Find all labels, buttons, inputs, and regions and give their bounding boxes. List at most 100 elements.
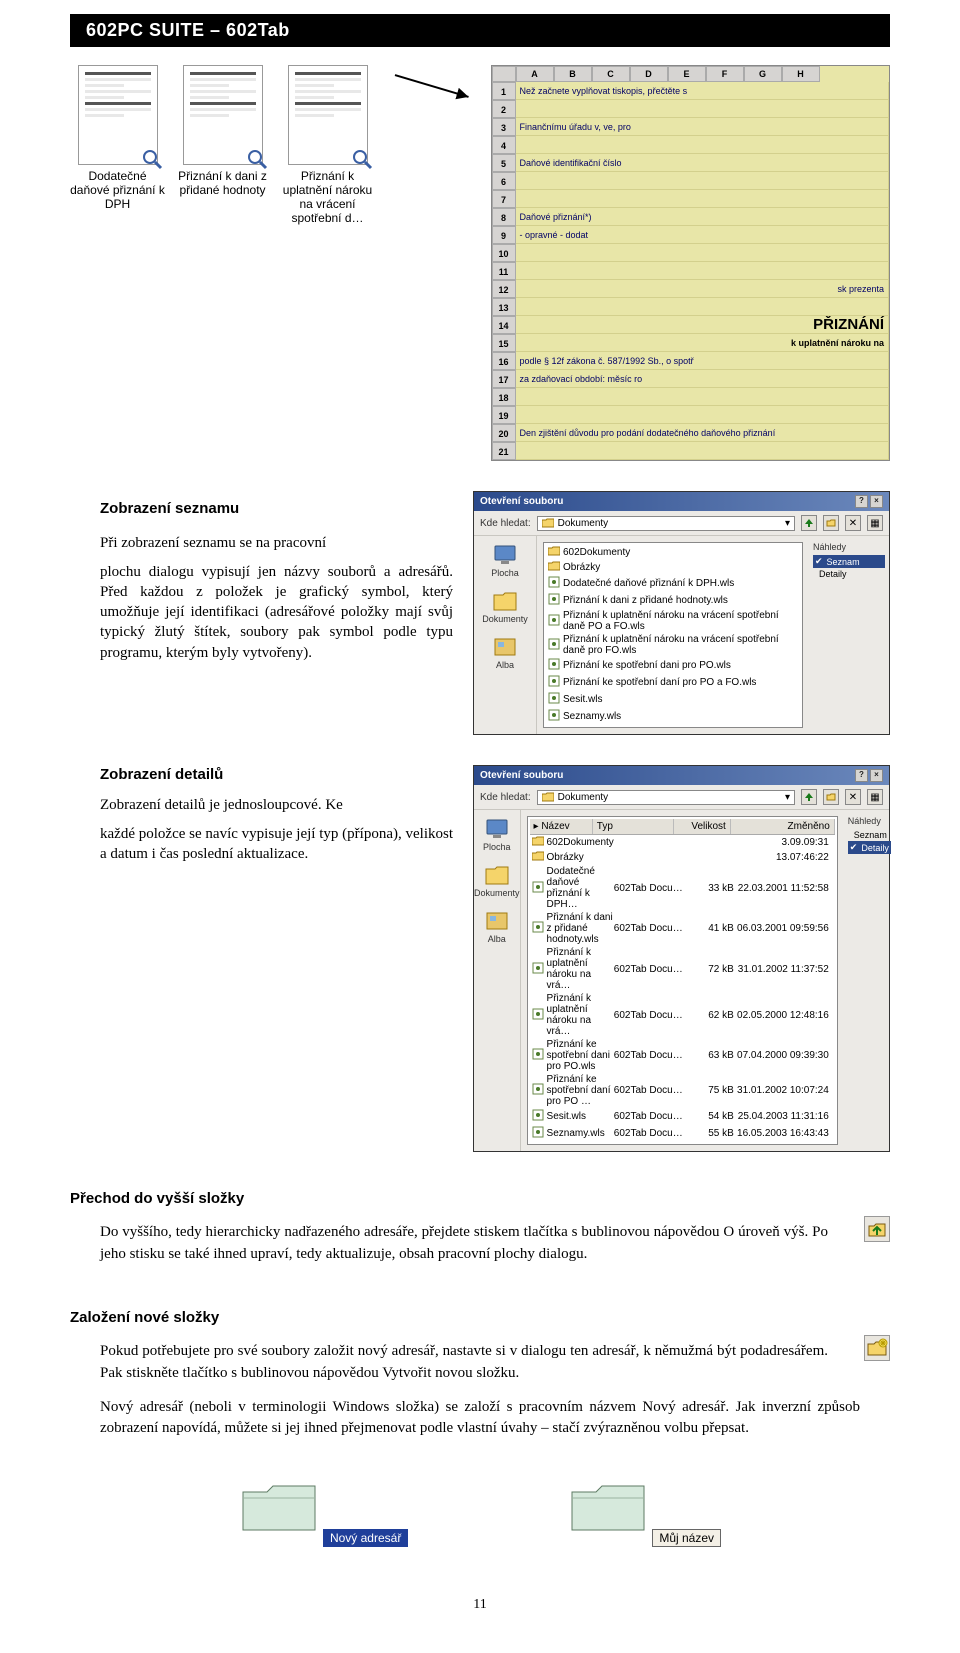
document-template-icon[interactable]: Dodatečné daňové přiznání k DPH xyxy=(70,65,165,225)
new-folder-button[interactable] xyxy=(823,789,839,805)
place-label: Alba xyxy=(488,934,506,944)
file-icon xyxy=(548,614,560,629)
view-pane: Náhledy ✔ Seznam Detaily xyxy=(809,536,889,734)
file-row[interactable]: Dodatečné daňové přiznání k DPH.wls xyxy=(546,575,800,592)
file-row[interactable]: Přiznání k uplatnění nároku na vrácení s… xyxy=(546,633,800,657)
file-icon xyxy=(532,921,544,936)
sidebar-place-item[interactable]: Alba xyxy=(490,634,520,670)
page-number: 11 xyxy=(70,1597,890,1613)
sidebar-place-item[interactable]: Alba xyxy=(482,908,512,944)
file-row[interactable]: Seznamy.wls xyxy=(546,708,800,725)
view-option[interactable]: ✔ Seznam xyxy=(813,555,885,568)
place-icon xyxy=(490,634,520,660)
delete-button[interactable]: ✕ xyxy=(845,789,861,805)
file-icon xyxy=(532,1126,544,1141)
folder-icon xyxy=(532,836,544,849)
file-name: Přiznání ke spotřební daní pro PO a FO.w… xyxy=(563,677,756,688)
delete-button[interactable]: ✕ xyxy=(845,515,861,531)
section-zobrazeni-detailu: Zobrazení detailů Zobrazení detailů je j… xyxy=(70,765,890,1152)
view-option[interactable]: ✔ Detaily xyxy=(848,841,891,854)
arrow-icon xyxy=(393,65,473,105)
file-name: Seznamy.wls xyxy=(563,711,621,722)
file-size: 54 kB xyxy=(686,1111,734,1122)
file-icon xyxy=(548,675,560,690)
file-size: 63 kB xyxy=(686,1050,734,1061)
file-row[interactable]: 602Dokumenty 3.09.09:31 xyxy=(530,835,835,850)
section-title: Zobrazení seznamu xyxy=(100,499,453,519)
up-button[interactable] xyxy=(801,789,817,805)
file-row[interactable]: Obrázky 13.07:46:22 xyxy=(530,850,835,865)
file-row[interactable]: Přiznání ke spotřební dani pro PO.wls 60… xyxy=(530,1038,835,1073)
file-row[interactable]: Přiznání ke spotřební daní pro PO … 602T… xyxy=(530,1073,835,1108)
view-button[interactable]: ▦ xyxy=(867,515,883,531)
close-button[interactable]: × xyxy=(870,769,883,782)
new-folder-button[interactable] xyxy=(823,515,839,531)
file-type: 602Tab Docu… xyxy=(614,1010,686,1021)
para: plochu dialogu vypisují jen názvy soubor… xyxy=(100,562,453,663)
file-row[interactable]: Sesit.wls 602Tab Docu… 54 kB 25.04.2003 … xyxy=(530,1108,835,1125)
view-option[interactable]: Detaily xyxy=(813,568,885,580)
file-row[interactable]: Přiznání k uplatnění nároku na vrá… 602T… xyxy=(530,946,835,992)
folder-label[interactable]: Můj název xyxy=(652,1529,721,1547)
file-row[interactable]: Přiznání k uplatnění nároku na vrácení s… xyxy=(546,609,800,633)
file-list[interactable]: 602Dokumenty Obrázky Dodatečné daňové př… xyxy=(543,542,803,728)
file-row[interactable]: Přiznání k dani z přidané hodnoty.wls xyxy=(546,592,800,609)
page-body: Dodatečné daňové přiznání k DPH Přiznání… xyxy=(70,65,890,1613)
section-title: Přechod do vyšší složky xyxy=(70,1188,860,1210)
sidebar-place-item[interactable]: Dokumenty xyxy=(474,862,520,898)
file-row[interactable]: Přiznání k dani z přidané hodnoty.wls 60… xyxy=(530,911,835,946)
document-template-icon[interactable]: Přiznání k uplatnění nároku na vrácení s… xyxy=(280,65,375,225)
place-label: Dokumenty xyxy=(474,888,520,898)
new-folder-icon xyxy=(864,1335,890,1361)
file-name: 602Dokumenty xyxy=(547,837,614,848)
file-name: Dodatečné daňové přiznání k DPH… xyxy=(547,866,614,910)
dialog-title: Otevření souboru xyxy=(480,770,563,781)
icon-caption: Přiznání k dani z přidané hodnoty xyxy=(175,169,270,197)
file-row[interactable]: Přiznání ke spotřební daní pro PO a FO.w… xyxy=(546,674,800,691)
place-label: Plocha xyxy=(491,568,519,578)
folder-label[interactable]: Nový adresář xyxy=(323,1529,408,1547)
file-list[interactable]: ▸ NázevTyp VelikostZměněno 602Dokumenty … xyxy=(527,816,838,1145)
file-name: Sesit.wls xyxy=(563,694,602,705)
dialog-sidebar: Plocha Dokumenty Alba xyxy=(474,536,537,734)
file-icon xyxy=(548,692,560,707)
file-icon xyxy=(548,593,560,608)
file-row[interactable]: Seznamy.wls 602Tab Docu… 55 kB 16.05.200… xyxy=(530,1125,835,1142)
file-name: Obrázky xyxy=(563,562,600,573)
file-row[interactable]: Přiznání ke spotřební dani pro PO.wls xyxy=(546,657,800,674)
lookin-combo[interactable]: Dokumenty▾ xyxy=(537,516,795,531)
document-template-icon[interactable]: Přiznání k dani z přidané hodnoty xyxy=(175,65,270,225)
sidebar-place-item[interactable]: Dokumenty xyxy=(482,588,528,624)
folder-examples: Nový adresář Můj název xyxy=(70,1480,890,1547)
file-date: 3.09.09:31 xyxy=(734,837,833,848)
file-name: Přiznání k uplatnění nároku na vrá… xyxy=(547,947,614,991)
file-row[interactable]: 602Dokumenty xyxy=(546,545,800,560)
lookin-combo[interactable]: Dokumenty▾ xyxy=(537,790,795,805)
file-type: 602Tab Docu… xyxy=(614,1050,686,1061)
place-icon xyxy=(482,816,512,842)
file-row[interactable]: Obrázky xyxy=(546,560,800,575)
view-option[interactable]: Seznam xyxy=(848,829,891,841)
check-icon: ✔ xyxy=(815,556,823,567)
sidebar-place-item[interactable]: Plocha xyxy=(490,542,520,578)
help-button[interactable]: ? xyxy=(855,495,868,508)
close-button[interactable]: × xyxy=(870,495,883,508)
section-prechod: Přechod do vyšší složky Do vyššího, tedy… xyxy=(70,1188,890,1271)
view-button[interactable]: ▦ xyxy=(867,789,883,805)
para-firstline: Zobrazení detailů je jednosloupcové. Ke xyxy=(100,795,453,815)
up-button[interactable] xyxy=(801,515,817,531)
check-icon: ✔ xyxy=(850,842,858,853)
section-title: Založení nové složky xyxy=(70,1307,860,1329)
icon-caption: Přiznání k uplatnění nároku na vrácení s… xyxy=(280,169,375,225)
file-row[interactable]: Dodatečné daňové přiznání k DPH… 602Tab … xyxy=(530,865,835,911)
file-row[interactable]: Přiznání k uplatnění nároku na vrá… 602T… xyxy=(530,992,835,1038)
file-icon xyxy=(548,576,560,591)
file-date: 06.03.2001 09:59:56 xyxy=(734,923,833,934)
sidebar-place-item[interactable]: Plocha xyxy=(482,816,512,852)
help-button[interactable]: ? xyxy=(855,769,868,782)
file-size: 75 kB xyxy=(686,1085,734,1096)
file-size: 55 kB xyxy=(686,1128,734,1139)
file-row[interactable]: Sesit.wls xyxy=(546,691,800,708)
file-size: 72 kB xyxy=(686,964,734,975)
file-date: 07.04.2000 09:39:30 xyxy=(734,1050,833,1061)
